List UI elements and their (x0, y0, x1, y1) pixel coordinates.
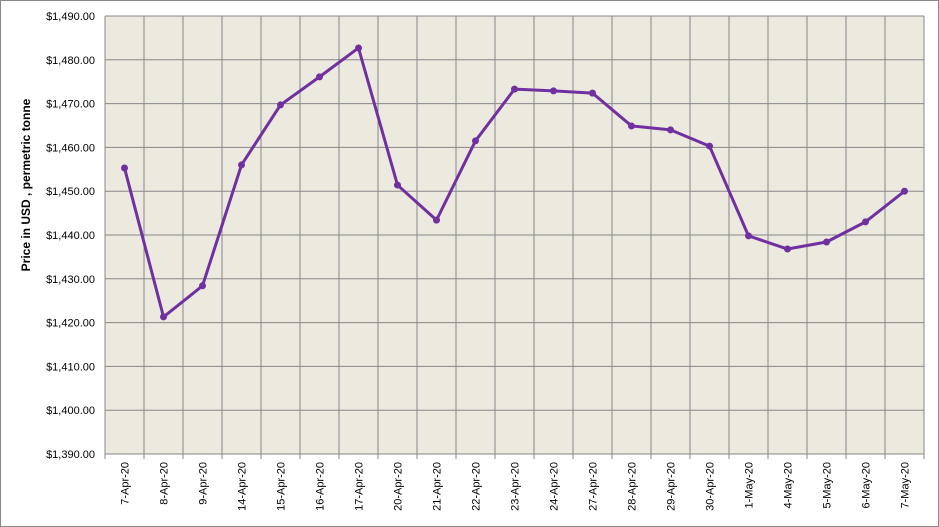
data-point (823, 238, 830, 246)
x-tick-label: 14-Apr-20 (237, 462, 249, 511)
y-tick-label: $1,410.00 (46, 361, 95, 373)
y-tick-label: $1,430.00 (46, 274, 95, 286)
x-tick-label: 17-Apr-20 (354, 462, 366, 511)
data-point (901, 187, 908, 195)
data-point (316, 73, 323, 81)
x-tick-label: 7-May-20 (900, 462, 912, 508)
x-tick-label: 1-May-20 (744, 462, 756, 508)
data-point (550, 87, 557, 95)
data-point (667, 126, 674, 134)
x-tick-label: 23-Apr-20 (510, 462, 522, 511)
data-point (628, 122, 635, 130)
y-tick-label: $1,440.00 (46, 230, 95, 242)
data-point (433, 216, 440, 224)
y-tick-label: $1,480.00 (46, 55, 95, 67)
x-tick-label: 6-May-20 (861, 462, 873, 508)
data-point (394, 181, 401, 189)
x-tick-label: 28-Apr-20 (627, 462, 639, 511)
y-tick-label: $1,460.00 (46, 142, 95, 154)
data-point (121, 164, 128, 172)
x-tick-label: 22-Apr-20 (471, 462, 483, 511)
y-tick-label: $1,400.00 (46, 405, 95, 417)
x-tick-label: 20-Apr-20 (393, 462, 405, 511)
data-point (745, 232, 752, 240)
data-point (199, 282, 206, 290)
data-point (238, 161, 245, 169)
data-point (589, 89, 596, 97)
data-point (277, 101, 284, 109)
data-point (784, 245, 791, 253)
x-tick-label: 29-Apr-20 (666, 462, 678, 511)
data-point (706, 142, 713, 150)
y-tick-label: $1,390.00 (46, 449, 95, 461)
data-point (862, 218, 869, 226)
data-point (472, 137, 479, 145)
x-tick-label: 7-Apr-20 (120, 462, 132, 505)
y-tick-label: $1,420.00 (46, 318, 95, 330)
x-tick-label: 4-May-20 (783, 462, 795, 508)
data-point (355, 44, 362, 52)
y-tick-label: $1,490.00 (46, 11, 95, 23)
x-tick-label: 30-Apr-20 (705, 462, 717, 511)
x-tick-label: 24-Apr-20 (549, 462, 561, 511)
x-tick-label: 5-May-20 (822, 462, 834, 508)
y-axis-label: Price in USD , permetric tonne (19, 98, 33, 271)
x-tick-label: 15-Apr-20 (276, 462, 288, 511)
data-point (511, 85, 518, 93)
x-tick-label: 27-Apr-20 (588, 462, 600, 511)
y-tick-label: $1,450.00 (46, 186, 95, 198)
data-point (160, 313, 167, 321)
x-tick-label: 8-Apr-20 (159, 462, 171, 505)
x-tick-label: 16-Apr-20 (315, 462, 327, 511)
x-tick-label: 9-Apr-20 (198, 462, 210, 505)
x-tick-label: 21-Apr-20 (432, 462, 444, 511)
y-tick-label: $1,470.00 (46, 99, 95, 111)
